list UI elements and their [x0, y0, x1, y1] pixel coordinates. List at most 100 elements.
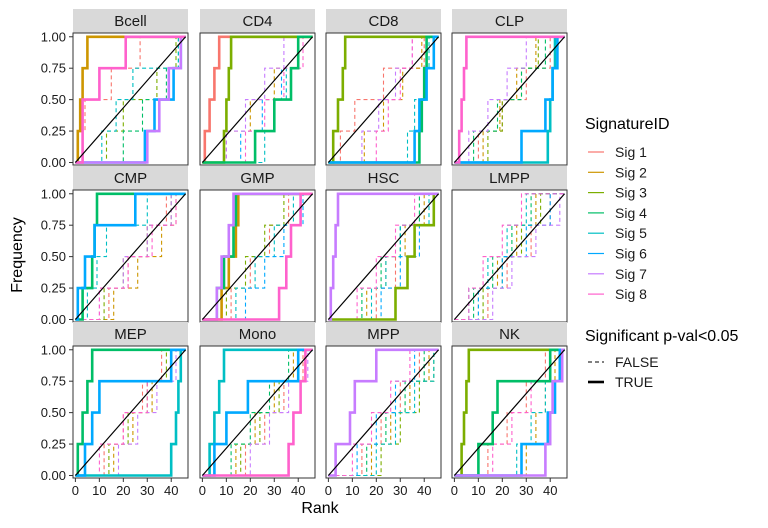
panel-strip — [452, 9, 567, 33]
legend-linetype-label: FALSE — [615, 354, 659, 370]
y-tick-label: 0.25 — [41, 281, 66, 296]
step-line-sig-5 — [454, 349, 565, 477]
y-tick-label: 0.50 — [41, 249, 66, 264]
reference-diagonal — [327, 349, 440, 476]
legend-linetype-label: TRUE — [615, 374, 653, 390]
y-tick-label: 0.00 — [41, 468, 66, 483]
legend-color-keys: Sig 1 Sig 2 Sig 3 Sig 4 Sig 5 Sig 6 Sig 7 Sig 8 — [588, 144, 647, 302]
step-line-sig-7 — [202, 36, 313, 164]
x-tick-label: 10 — [471, 483, 485, 498]
legend-color-label: Sig 7 — [615, 266, 647, 282]
panel-strip — [452, 166, 567, 190]
panel-strip — [326, 166, 441, 190]
x-tick-label: 0 — [451, 483, 458, 498]
legend-color-label: Sig 2 — [615, 164, 647, 180]
step-line-sig-8 — [454, 35, 565, 164]
panel-title: CMP — [114, 170, 147, 187]
reference-diagonal — [201, 349, 314, 476]
step-line-sig-6 — [454, 35, 565, 164]
reference-diagonal — [327, 36, 440, 163]
x-tick-label: 0 — [72, 483, 79, 498]
panel-clp: CLP — [451, 9, 568, 166]
step-line-sig-6 — [328, 35, 439, 164]
x-tick-label: 20 — [116, 483, 130, 498]
series-group — [74, 35, 187, 164]
panel-title: GMP — [240, 170, 274, 187]
x-tick-label: 10 — [92, 483, 106, 498]
reference-diagonal — [453, 349, 566, 476]
legend-linetype-keys: FALSE TRUE — [588, 354, 659, 390]
reference-diagonal — [201, 36, 314, 163]
step-line-sig-1 — [454, 349, 565, 477]
reference-diagonal — [201, 193, 314, 320]
y-tick-label: 1.00 — [41, 342, 66, 357]
series-group — [453, 193, 566, 321]
step-line-sig-8 — [75, 35, 186, 164]
series-group — [201, 192, 314, 321]
panel-hsc: HSC — [325, 166, 442, 323]
reference-diagonal — [74, 349, 187, 476]
legend-color-label: Sig 5 — [615, 225, 647, 241]
step-line-sig-8 — [75, 193, 186, 321]
x-tick-label: 30 — [393, 483, 407, 498]
step-line-sig-5 — [328, 36, 439, 164]
panel-mpp: MPP 0 10 20 30 40 — [325, 322, 442, 498]
panel-strip — [200, 322, 315, 346]
panel-strip — [73, 9, 188, 33]
panel-title: LMPP — [489, 170, 530, 187]
step-line-sig-5 — [202, 348, 313, 477]
step-line-sig-5 — [328, 349, 439, 477]
y-tick-label: 1.00 — [41, 186, 66, 201]
panel-title: Mono — [239, 326, 277, 343]
series-group — [453, 35, 566, 164]
x-axis-title: Rank — [301, 500, 339, 517]
panel-mono: Mono 0 10 20 30 40 — [199, 322, 316, 498]
series-group — [201, 348, 314, 477]
x-tick-label: 20 — [243, 483, 257, 498]
x-tick-label: 40 — [164, 483, 178, 498]
panel-title: CD4 — [242, 13, 272, 30]
panel-strip — [326, 9, 441, 33]
panel-title: Bcell — [114, 13, 147, 30]
panel-strip — [200, 166, 315, 190]
step-line-sig-6 — [75, 192, 186, 321]
panel-cmp: CMP 0.00 0.25 0.50 0.75 1.00 — [41, 166, 189, 327]
y-tick-label: 0.25 — [41, 437, 66, 452]
panel-cd8: CD8 — [325, 9, 442, 166]
panel-strip — [452, 322, 567, 346]
panel-title: HSC — [368, 170, 400, 187]
panel-title: NK — [499, 326, 520, 343]
reference-diagonal — [74, 193, 187, 320]
step-line-sig-5 — [75, 36, 186, 164]
reference-diagonal — [327, 193, 440, 320]
panel-title: MPP — [367, 326, 400, 343]
x-tick-label: 30 — [140, 483, 154, 498]
step-line-sig-1 — [75, 193, 186, 321]
panel-strip — [200, 9, 315, 33]
y-tick-label: 0.00 — [41, 155, 66, 170]
step-line-sig-3 — [202, 35, 313, 164]
step-line-sig-1 — [202, 35, 313, 164]
step-line-sig-8 — [328, 349, 439, 477]
y-tick-label: 0.25 — [41, 124, 66, 139]
x-tick-label: 40 — [543, 483, 557, 498]
panel-bcell: Bcell 0.00 0.25 0.50 0.75 1.00 — [41, 9, 189, 170]
y-tick-label: 0.00 — [41, 312, 66, 327]
panel-title: CLP — [495, 13, 524, 30]
step-line-sig-3 — [75, 349, 186, 477]
step-line-sig-8 — [202, 348, 313, 477]
legend-color-label: Sig 4 — [615, 205, 647, 221]
y-tick-label: 0.75 — [41, 61, 66, 76]
series-group — [201, 35, 314, 164]
x-tick-label: 10 — [345, 483, 359, 498]
reference-diagonal — [453, 193, 566, 320]
legend-linetype-title: Significant p-val<0.05 — [585, 328, 739, 345]
step-line-sig-2 — [454, 36, 565, 164]
series-group — [74, 192, 187, 321]
step-line-sig-6 — [202, 193, 313, 321]
step-line-sig-8 — [328, 193, 439, 321]
step-line-sig-1 — [328, 193, 439, 321]
step-line-sig-3 — [328, 192, 439, 321]
